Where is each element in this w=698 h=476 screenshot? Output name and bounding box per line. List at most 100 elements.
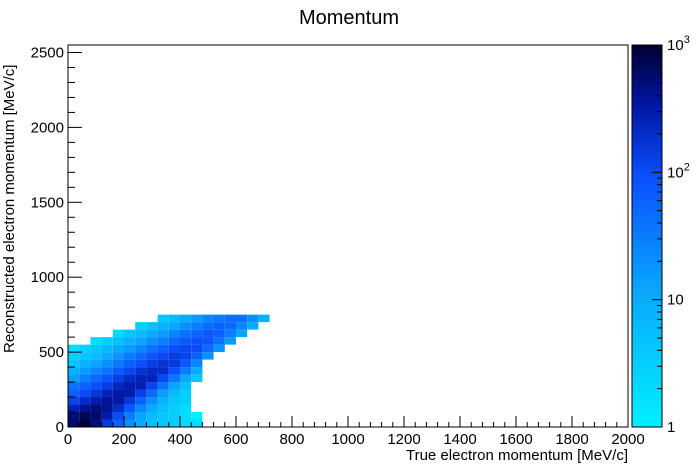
heatmap-bin [191,329,203,338]
heatmap-bin [90,367,102,375]
x-tick-label: 1400 [443,431,476,448]
heatmap-bin [101,419,113,427]
heatmap-bin [112,329,124,338]
x-tick-label: 1600 [499,431,532,448]
heatmap-bin [135,419,147,427]
heatmap-bin [79,404,91,413]
heatmap-bin [90,352,102,360]
x-tick-label: 200 [111,431,136,448]
heatmap-bin [168,359,180,368]
heatmap-bin [90,419,102,427]
color-scale-bar [631,44,663,428]
heatmap-bin [180,389,192,398]
heatmap-bin [135,367,147,375]
heatmap-bin [157,397,169,405]
heatmap-bin [124,389,136,398]
heatmap-bin [90,389,102,398]
heatmap-bin [146,382,158,390]
heatmap-bin [90,404,102,413]
heatmap-bin [168,374,180,383]
heatmap-bin [168,412,180,420]
heatmap-bin [180,359,192,368]
heatmap-bin [157,352,169,360]
heatmap-bin [112,337,124,345]
heatmap-bin [90,412,102,420]
heatmap-bin [180,367,192,375]
heatmap-bin [79,412,91,420]
heatmap-bin [146,397,158,405]
heatmap-bin [247,322,259,330]
heatmap-bin [146,337,158,345]
heatmap-bin [101,352,113,360]
heatmap-bin [101,359,113,368]
x-axis-title: True electron momentum [MeV/c] [406,447,628,464]
heatmap-bin [79,374,91,383]
heatmap-bin [124,374,136,383]
heatmap-bin [124,397,136,405]
heatmap-bin [68,359,80,368]
heatmap-bin [68,389,80,398]
heatmap-bin [101,397,113,405]
heatmap-bin [68,412,80,420]
heatmap-bin [168,329,180,338]
heatmap-bin [191,412,203,420]
heatmap-bin [202,337,214,345]
heatmap-bin [180,344,192,353]
heatmap-bin [135,412,147,420]
heatmap-bin [124,419,136,427]
heatmap-bin [236,322,248,330]
heatmap-bin [68,352,80,360]
heatmap-bin [213,322,225,330]
heatmap-bin [180,382,192,390]
heatmap-bin [112,389,124,398]
heatmap-bin [213,344,225,353]
heatmap-bin [79,397,91,405]
y-tick-label: 1000 [31,269,64,286]
heatmap-bins [68,314,270,427]
heatmap-bin [135,397,147,405]
heatmap-bin [191,314,203,323]
heatmap-bin [124,367,136,375]
heatmap-bin [168,389,180,398]
heatmap-bin [146,359,158,368]
heatmap-bin [112,397,124,405]
heatmap-bin [112,344,124,353]
heatmap-bin [224,322,236,330]
heatmap-bin [90,397,102,405]
heatmap-bin [180,419,192,427]
heatmap-bin [213,314,225,323]
heatmap-bin [202,322,214,330]
heatmap-bin [157,404,169,413]
heatmap-bin [90,374,102,383]
heatmap-bin [168,397,180,405]
x-tick-label: 1800 [555,431,588,448]
heatmap-bin [112,374,124,383]
heatmap-bin [213,337,225,345]
heatmap-bin [180,314,192,323]
color-scale-ticks: 1 10 102 103 [652,34,690,436]
heatmap-bin [101,389,113,398]
heatmap-bin [124,352,136,360]
heatmap-bin [79,344,91,353]
color-scale-label: 102 [667,161,690,181]
heatmap-bin [112,412,124,420]
heatmap-bin [112,359,124,368]
heatmap-bin [224,314,236,323]
heatmap-bin [157,382,169,390]
heatmap-bin [236,329,248,338]
heatmap-bin [180,374,192,383]
heatmap-bin [236,314,248,323]
heatmap-bin [79,367,91,375]
heatmap-bin [68,367,80,375]
heatmap-bin [191,359,203,368]
heatmap-bin [191,367,203,375]
heatmap-bin [168,314,180,323]
heatmap-bin [135,389,147,398]
heatmap-bin [135,337,147,345]
heatmap-bin [135,322,147,330]
heatmap-bin [124,382,136,390]
heatmap-bin [180,397,192,405]
heatmap-bin [124,329,136,338]
heatmap-bin [213,329,225,338]
x-axis: 0 200 400 600 800 1000 1200 1400 1600 1800 2000 [64,416,645,448]
